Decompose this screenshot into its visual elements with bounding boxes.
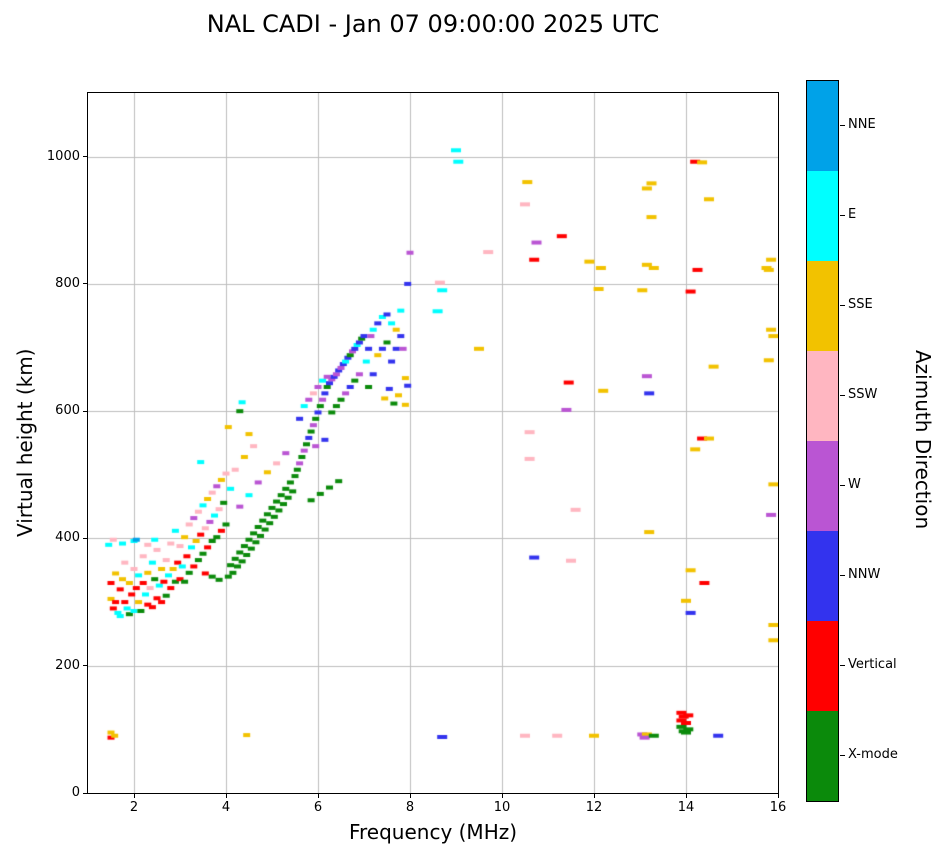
colorbar-segment-nne	[807, 81, 838, 171]
y-tick-mark	[83, 410, 87, 412]
x-tick-mark	[317, 794, 319, 798]
scatter-canvas	[88, 93, 778, 793]
x-tick-label: 10	[493, 800, 511, 815]
colorbar-segment-x-mode	[807, 711, 838, 801]
chart-title: NAL CADI - Jan 07 09:00:00 2025 UTC	[206, 10, 660, 38]
y-axis-label: Virtual height (km)	[13, 348, 37, 538]
y-tick-mark	[83, 792, 87, 794]
x-tick-mark	[225, 794, 227, 798]
y-tick-label: 0	[71, 785, 80, 800]
x-tick-label: 2	[129, 800, 139, 815]
y-tick-mark	[83, 537, 87, 539]
x-tick-label: 4	[221, 800, 231, 815]
colorbar-segment-ssw	[807, 351, 838, 441]
colorbar-label-w: W	[848, 477, 861, 492]
x-tick-label: 14	[677, 800, 695, 815]
y-tick-mark	[83, 283, 87, 285]
colorbar-segment-e	[807, 171, 838, 261]
colorbar-tick-mark	[840, 124, 845, 126]
colorbar-label-sse: SSE	[848, 297, 873, 312]
colorbar-label-vertical: Vertical	[848, 657, 897, 672]
x-tick-mark	[409, 794, 411, 798]
colorbar-tick-mark	[840, 754, 845, 756]
x-tick-mark	[685, 794, 687, 798]
x-tick-label: 16	[769, 800, 787, 815]
colorbar-tick-mark	[840, 664, 845, 666]
x-tick-mark	[777, 794, 779, 798]
colorbar-segment-vertical	[807, 621, 838, 711]
y-tick-label: 400	[55, 530, 80, 546]
colorbar-label-nnw: NNW	[848, 567, 881, 582]
colorbar	[806, 80, 839, 802]
x-tick-label: 6	[313, 800, 323, 815]
x-tick-mark	[501, 794, 503, 798]
y-tick-label: 1000	[46, 148, 80, 164]
y-tick-label: 200	[55, 657, 80, 673]
x-tick-mark	[593, 794, 595, 798]
plot-area	[87, 92, 779, 794]
colorbar-tick-mark	[840, 394, 845, 396]
x-tick-label: 12	[585, 800, 603, 815]
y-tick-mark	[83, 665, 87, 667]
y-tick-label: 800	[55, 275, 80, 291]
colorbar-segment-nnw	[807, 531, 838, 621]
colorbar-tick-mark	[840, 574, 845, 576]
y-tick-mark	[83, 156, 87, 158]
y-tick-label: 600	[55, 403, 80, 419]
colorbar-label-x-mode: X-mode	[848, 747, 898, 762]
x-axis-label: Frequency (MHz)	[348, 820, 518, 844]
colorbar-label-ssw: SSW	[848, 387, 878, 402]
colorbar-axis-label: Azimuth Direction	[911, 350, 935, 530]
x-tick-mark	[133, 794, 135, 798]
colorbar-tick-mark	[840, 214, 845, 216]
colorbar-tick-mark	[840, 484, 845, 486]
colorbar-label-e: E	[848, 207, 857, 222]
x-tick-label: 8	[405, 800, 415, 815]
colorbar-segment-w	[807, 441, 838, 531]
colorbar-tick-mark	[840, 304, 845, 306]
colorbar-segment-sse	[807, 261, 838, 351]
colorbar-label-nne: NNE	[848, 117, 876, 132]
